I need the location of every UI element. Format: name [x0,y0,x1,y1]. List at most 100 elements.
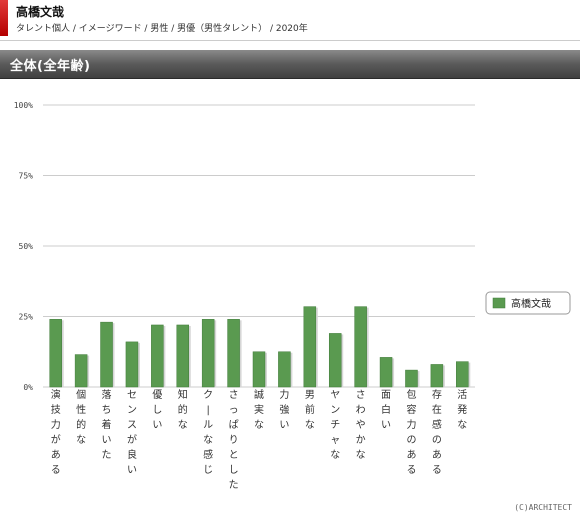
x-tick-label-char: 演 [51,388,61,401]
bar [303,306,317,388]
y-tick-label: 25% [19,313,34,322]
bar [227,319,240,388]
y-tick-label: 100% [14,101,33,110]
x-tick-label-char: 性 [76,403,86,416]
x-tick-label-char: 的 [76,418,86,431]
y-tick-label: 50% [19,242,34,251]
x-tick-label-char: な [178,419,188,431]
x-tick-label-char: チ [330,419,340,431]
x-tick-label-char: の [432,435,442,446]
x-tick-label-char: ャ [330,435,340,446]
x-tick-label-char: 存 [432,388,442,401]
bar [125,341,139,388]
bar [74,354,88,388]
x-tick-label-char: し [152,404,162,416]
x-tick-label-char: た [229,479,239,491]
x-tick-label-char: 力 [279,388,289,401]
x-tick-label-char: 良 [127,448,137,461]
x-tick-label-char: な [356,449,366,461]
x-tick-label-char: る [406,464,416,476]
bar [405,369,418,388]
x-tick-label-char: ル [203,420,213,431]
x-tick-label-char: 実 [254,403,264,416]
x-tick-label-char: 感 [203,448,213,461]
y-tick-label: 0% [23,383,33,392]
x-tick-label-char: な [457,419,467,431]
x-tick-label-char: ぱ [229,419,239,431]
x-tick-label-char: る [51,464,61,476]
section-header: 全体(全年齢) [0,50,580,79]
x-tick-label-char: 力 [51,418,61,431]
x-tick-label-char: 強 [279,403,289,416]
x-tick-label-char: あ [406,449,416,461]
x-tick-label-char: が [51,433,61,446]
x-tick-label-char: ン [330,405,340,416]
legend-label: 高橋文哉 [511,297,551,310]
x-tick-label-char: い [279,420,289,431]
x-tick-label-char: た [102,449,112,461]
bar [328,333,342,388]
x-tick-label-char: な [305,419,315,431]
x-tick-label-char: 前 [305,403,315,416]
page-title: 高橋文哉 [16,5,65,19]
x-tick-label-char: ク [203,389,213,401]
legend-box [485,291,571,315]
x-tick-label-char: 落 [102,389,112,401]
x-tick-label-char: 男 [305,389,315,401]
x-tick-label-char: セ [127,389,137,401]
x-tick-label-char: い [381,420,391,431]
x-tick-label-char: 在 [432,404,442,416]
legend-swatch [492,297,506,309]
x-tick-label-char: わ [356,404,366,416]
bar [151,324,164,388]
x-tick-label-char: じ [203,464,213,476]
x-tick-label-char: が [127,433,137,446]
x-tick-label-char: 的 [178,403,188,416]
x-tick-label-char: さ [229,389,239,401]
x-tick-label-char: な [330,449,340,461]
breadcrumb: タレント個人 / イメージワード / 男性 / 男優（男性タレント） / 202… [16,24,308,34]
x-tick-label-char: ス [127,420,137,431]
x-tick-label-char: と [229,449,239,461]
x-tick-label-char: 面 [381,390,391,401]
bar [456,361,469,388]
x-tick-label-char: 発 [457,403,467,416]
x-tick-label-char: の [406,435,416,446]
bar [49,319,62,388]
x-tick-label-char: あ [432,449,442,461]
bar [252,351,266,388]
x-tick-label-char: い [152,420,162,431]
bar [379,357,393,388]
x-tick-label-char: し [229,464,239,476]
x-tick-label-char: 容 [406,403,416,416]
x-tick-label-char: っ [229,405,239,416]
y-tick-label: 75% [19,172,34,181]
bar [100,321,113,388]
x-tick-label-char: 感 [432,418,442,431]
accent-bar [0,0,8,36]
x-tick-label-char: 技 [51,403,61,416]
x-tick-label-char: あ [51,449,61,461]
x-tick-label-char: や [356,419,366,431]
x-tick-label-char: さ [356,389,366,401]
x-tick-label-char: な [203,434,213,446]
x-tick-label-char: 優 [152,388,162,401]
x-tick-label-char: ち [102,404,112,416]
x-tick-label-char: な [76,434,86,446]
bar [354,306,367,388]
x-tick-label-char: 誠 [254,388,264,401]
x-tick-label-char: 力 [406,418,416,431]
x-tick-label-char: か [356,434,366,446]
x-tick-label-char: る [432,464,442,476]
x-tick-label-char: | [206,405,209,416]
header-divider [0,40,580,41]
x-tick-label-char: 個 [76,388,86,401]
copyright: (C)ARCHITECT [514,503,572,512]
x-tick-label-char: ン [127,405,137,416]
x-tick-label-char: 活 [457,389,467,401]
x-tick-label-char: な [254,419,264,431]
x-tick-label-char: り [229,434,239,446]
x-tick-label-char: い [127,465,137,476]
x-tick-label-char: 白 [381,403,391,416]
